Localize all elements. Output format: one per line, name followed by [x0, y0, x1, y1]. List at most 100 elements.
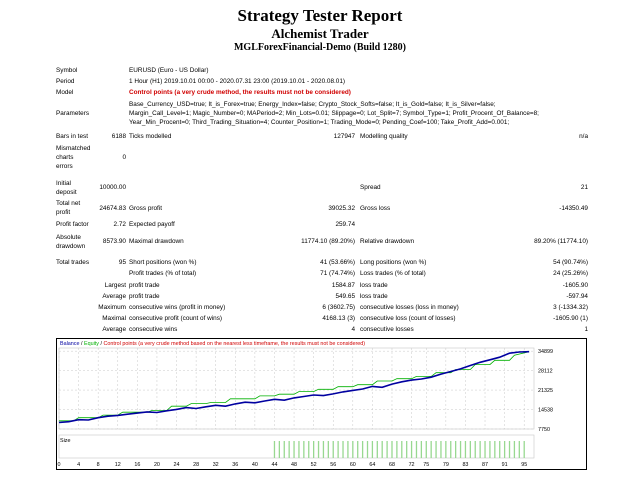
x-tick-label: 52: [311, 462, 317, 468]
average-label: Average: [102, 293, 126, 300]
ticks-value: 127947: [333, 133, 355, 140]
average-loss-label: loss trade: [360, 293, 388, 300]
x-tick-label: 56: [330, 462, 336, 468]
cpc-label: consecutive profit (count of wins): [129, 315, 223, 322]
parameters-line-2: Margin_Call_Level=1; Magic_Number=0; MAP…: [129, 110, 539, 117]
account-info: MGLForexFinancial-Demo (Build 1280): [233, 42, 407, 53]
reldd-label: Relative drawdown: [360, 238, 414, 245]
mismatch-label-1: Mismatched: [56, 145, 91, 152]
parameters-label: Parameters: [56, 110, 90, 117]
profitfactor-label: Profit factor: [56, 221, 89, 228]
bars-value: 6188: [111, 133, 126, 140]
maximum-label: Maximum: [98, 304, 126, 311]
legend-balance: Balance: [60, 341, 79, 347]
legend-separator-2: /: [99, 341, 104, 347]
average2-label: Average: [102, 326, 126, 333]
bars-label: Bars in test: [56, 133, 88, 140]
cwm-label: consecutive wins (profit in money): [129, 304, 226, 311]
average-loss-value: -597.94: [566, 293, 588, 300]
balance-line: [58, 350, 530, 424]
y-tick-label: 7750: [538, 427, 550, 433]
average-profit-label: profit trade: [129, 293, 160, 300]
largest-profit-value: 1584.87: [331, 282, 355, 289]
expert-name: Alchemist Trader: [271, 26, 369, 41]
ticks-label: Ticks modelled: [129, 133, 172, 140]
quality-label: Modelling quality: [360, 133, 408, 140]
volume-area: [58, 434, 535, 459]
x-tick-label: 32: [213, 462, 219, 468]
x-tick-label: 8: [97, 462, 100, 468]
chart-lines: [58, 350, 530, 424]
x-tick-label: 44: [271, 462, 277, 468]
cwm-value: 6 (3602.75): [322, 304, 355, 311]
y-tick-label: 14538: [538, 408, 553, 414]
clm-label: consecutive losses (loss in money): [360, 304, 459, 311]
spread-label: Spread: [360, 184, 381, 191]
totaltrades-label: Total trades: [56, 259, 90, 266]
acl-value: 1: [584, 326, 588, 333]
netprofit-label-2: profit: [56, 209, 71, 216]
short-value: 41 (53.66%): [320, 259, 355, 266]
x-tick-label: 48: [291, 462, 297, 468]
y-tick-labels: 7750 14538 21325 28112 34899: [538, 349, 553, 433]
x-tick-label: 79: [443, 462, 449, 468]
x-tick-label: 16: [134, 462, 140, 468]
grossprofit-label: Gross profit: [129, 205, 163, 212]
y-tick-label: 28112: [538, 369, 553, 375]
profittrades-value: 71 (74.74%): [320, 270, 355, 277]
x-tick-label: 4: [77, 462, 80, 468]
x-tick-label: 28: [193, 462, 199, 468]
x-tick-label: 60: [350, 462, 356, 468]
largest-loss-label: loss trade: [360, 282, 388, 289]
model-label: Model: [56, 89, 74, 96]
deposit-label-2: deposit: [56, 189, 77, 196]
x-tick-label: 87: [482, 462, 488, 468]
long-label: Long positions (won %): [360, 259, 427, 266]
grossloss-value: -14350.49: [559, 205, 588, 212]
clm-value: 3 (-1334.32): [553, 304, 588, 311]
quality-value: n/a: [579, 133, 588, 140]
x-tick-label: 24: [174, 462, 180, 468]
x-tick-label: 68: [389, 462, 395, 468]
chart-frame: [56, 338, 587, 470]
maxdd-value: 11774.10 (89.20%): [301, 238, 355, 245]
x-tick-label: 36: [232, 462, 238, 468]
acl-label: consecutive losses: [360, 326, 414, 333]
acw-value: 4: [351, 326, 355, 333]
parameters-line-3: Year_Min_Procent=0; Third_Trading_Situat…: [129, 119, 510, 126]
short-label: Short positions (won %): [129, 259, 197, 266]
losstrades-value: 24 (25.26%): [553, 270, 588, 277]
mismatch-label-3: errors: [56, 163, 73, 170]
legend-separator-1: /: [79, 341, 84, 347]
largest-profit-label: profit trade: [129, 282, 160, 289]
model-value: Control points (a very crude method, the…: [129, 89, 351, 96]
long-value: 54 (90.74%): [553, 259, 588, 266]
symbol-label: Symbol: [56, 67, 78, 74]
x-tick-label: 91: [502, 462, 508, 468]
largest-label: Largest: [104, 282, 126, 289]
period-label: Period: [56, 78, 75, 85]
x-tick-label: 20: [154, 462, 160, 468]
spread-value: 21: [580, 184, 588, 191]
x-tick-label: 75: [423, 462, 429, 468]
size-label: Size: [60, 438, 71, 444]
period-value: 1 Hour (H1) 2019.10.01 00:00 - 2020.07.3…: [129, 78, 346, 85]
legend-note: Control points (a very crude method base…: [103, 341, 365, 347]
clc-label: consecutive loss (count of losses): [360, 315, 456, 322]
absdd-label-1: Absolute: [56, 234, 81, 241]
netprofit-value: 24674.83: [99, 205, 126, 212]
x-tick-label: 12: [115, 462, 121, 468]
grossloss-label: Gross loss: [360, 205, 391, 212]
parameters-line-1: Base_Currency_USD=true; It_is_Forex=true…: [129, 101, 496, 108]
y-tick-label: 21325: [538, 388, 553, 394]
grossprofit-value: 39025.32: [328, 205, 355, 212]
mismatch-value: 0: [122, 154, 126, 161]
deposit-value: 10000.00: [99, 184, 126, 191]
grid: [58, 348, 534, 430]
x-tick-label: 64: [369, 462, 375, 468]
y-tick-label: 34899: [538, 349, 553, 355]
mismatch-label-2: charts: [56, 154, 74, 161]
x-tick-label: 0: [58, 462, 61, 468]
netprofit-label-1: Total net: [56, 200, 81, 207]
